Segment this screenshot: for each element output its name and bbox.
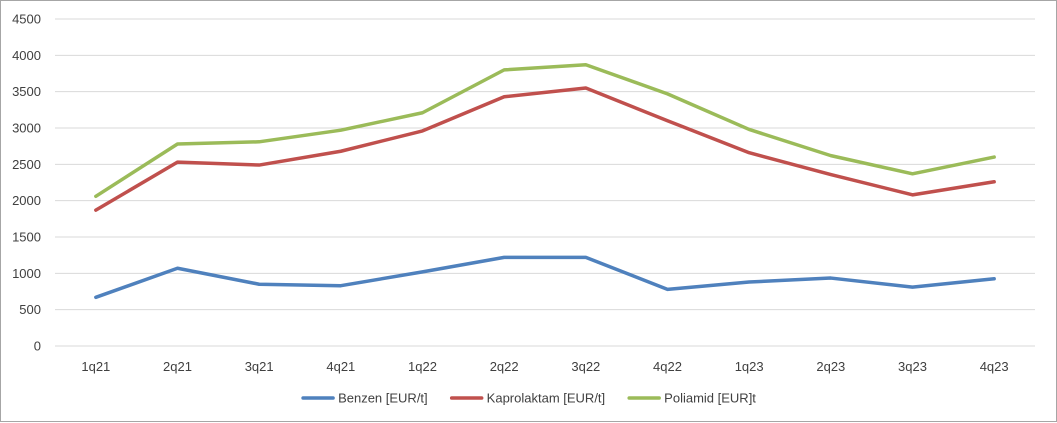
x-tick-label: 1q22 — [408, 359, 437, 374]
y-tick-label: 3500 — [12, 84, 41, 99]
series-line-3 — [96, 65, 994, 197]
legend-item-1: Benzen [EUR/t] — [303, 391, 428, 406]
y-axis-ticks: 0 500 1000 1500 2000 2500 3000 3500 4000 4500 — [12, 12, 41, 354]
legend-label: Poliamid [EUR]t — [664, 391, 756, 406]
y-tick-label: 4500 — [12, 12, 41, 27]
x-tick-label: 3q23 — [898, 359, 927, 374]
x-tick-label: 4q22 — [653, 359, 682, 374]
y-tick-label: 3000 — [12, 121, 41, 136]
x-tick-label: 3q22 — [571, 359, 600, 374]
series-line-2 — [96, 88, 994, 210]
y-tick-label: 2500 — [12, 157, 41, 172]
series-line-1 — [96, 257, 994, 297]
y-tick-label: 1500 — [12, 230, 41, 245]
legend-label: Benzen [EUR/t] — [338, 391, 428, 406]
x-tick-label: 4q23 — [980, 359, 1009, 374]
x-tick-label: 1q21 — [81, 359, 110, 374]
x-tick-label: 2q22 — [490, 359, 519, 374]
y-tick-label: 2000 — [12, 193, 41, 208]
x-tick-label: 4q21 — [326, 359, 355, 374]
series-lines — [96, 65, 994, 298]
legend-item-3: Poliamid [EUR]t — [629, 391, 756, 406]
x-tick-label: 2q21 — [163, 359, 192, 374]
legend-item-2: Kaprolaktam [EUR/t] — [452, 391, 606, 406]
legend-label: Kaprolaktam [EUR/t] — [487, 391, 606, 406]
x-tick-label: 2q23 — [816, 359, 845, 374]
x-tick-label: 3q21 — [245, 359, 274, 374]
y-tick-label: 1000 — [12, 266, 41, 281]
y-tick-label: 500 — [19, 302, 41, 317]
y-tick-label: 4000 — [12, 48, 41, 63]
legend: Benzen [EUR/t] Kaprolaktam [EUR/t] Poliami… — [303, 391, 756, 406]
y-tick-label: 0 — [34, 339, 41, 354]
x-axis-ticks: 1q21 2q21 3q21 4q21 1q22 2q22 3q22 4q22 1q23 2q23… — [81, 359, 1008, 374]
x-tick-label: 1q23 — [735, 359, 764, 374]
